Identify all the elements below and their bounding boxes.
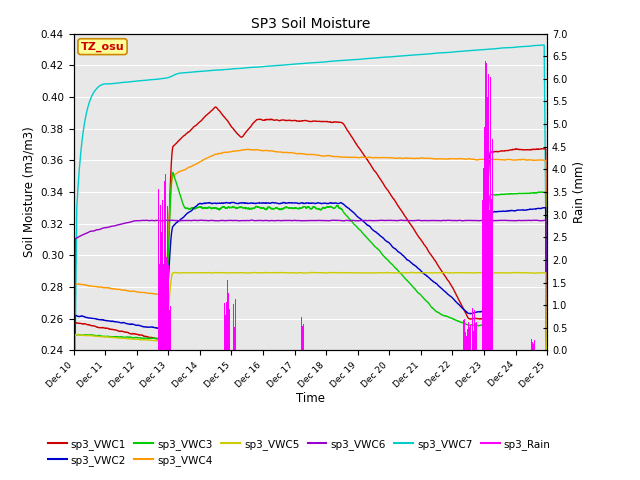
Legend: sp3_VWC1, sp3_VWC2, sp3_VWC3, sp3_VWC4, sp3_VWC5, sp3_VWC6, sp3_VWC7, sp3_Rain: sp3_VWC1, sp3_VWC2, sp3_VWC3, sp3_VWC4, … — [44, 434, 555, 470]
Title: SP3 Soil Moisture: SP3 Soil Moisture — [251, 17, 370, 31]
X-axis label: Time: Time — [296, 392, 325, 405]
Y-axis label: Soil Moisture (m3/m3): Soil Moisture (m3/m3) — [22, 127, 35, 257]
Text: TZ_osu: TZ_osu — [81, 42, 124, 52]
Y-axis label: Rain (mm): Rain (mm) — [573, 161, 586, 223]
